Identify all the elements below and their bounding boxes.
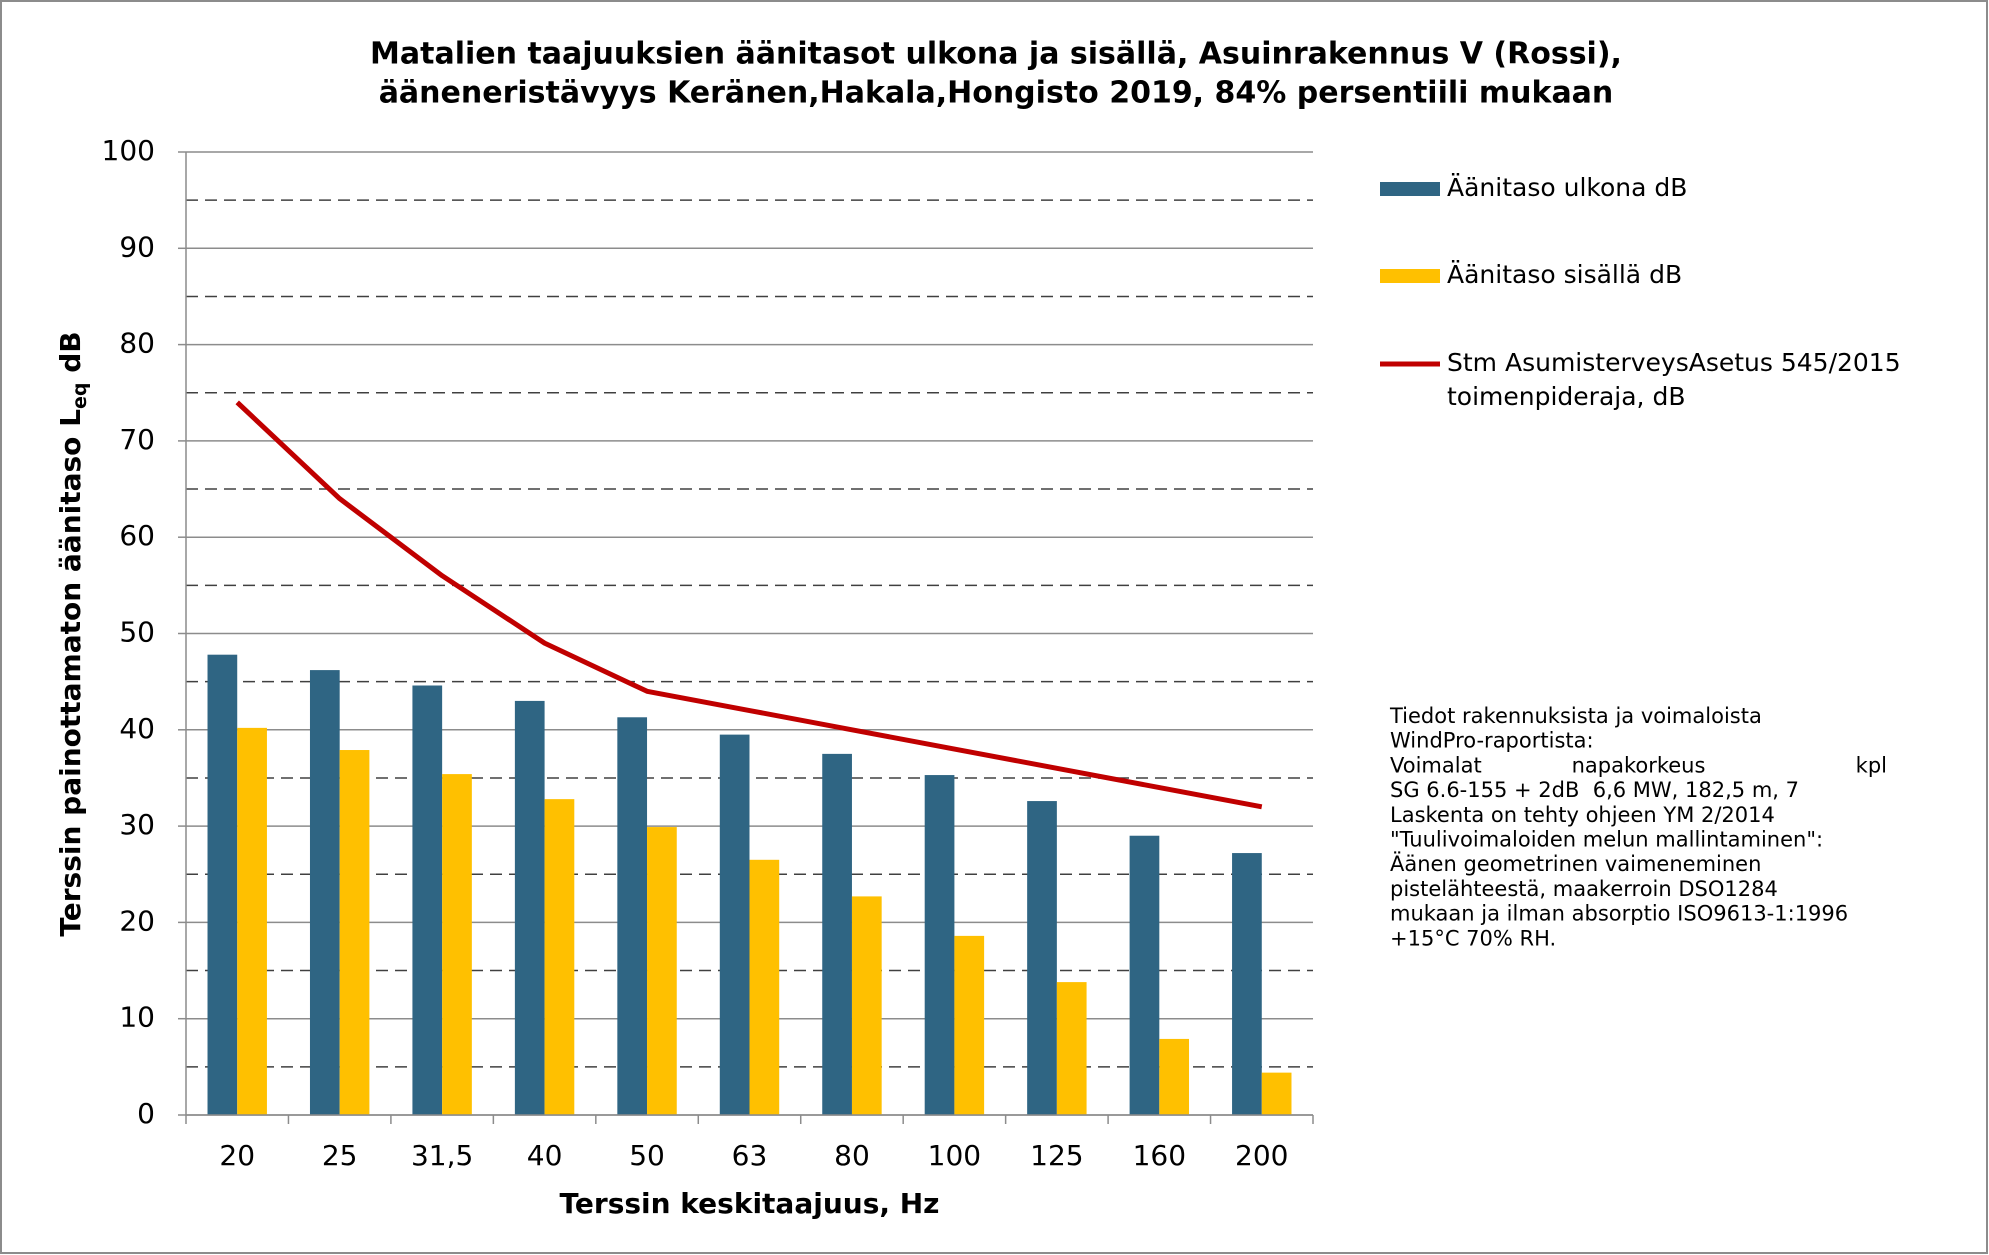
annotation-text: kpl	[1856, 753, 1887, 777]
x-tick-label: 20	[219, 1139, 255, 1172]
x-axis-label: Terssin keskitaajuus, Hz	[560, 1187, 940, 1220]
bar	[1159, 1038, 1190, 1115]
bar	[1129, 835, 1160, 1115]
x-tick-label: 125	[1030, 1139, 1083, 1172]
x-tick-label: 200	[1235, 1139, 1288, 1172]
y-tick-label: 60	[119, 519, 155, 552]
annotation-text: WindPro-raportista:	[1390, 729, 1594, 753]
bar	[207, 654, 238, 1115]
annotation-text: Laskenta on tehty ohjeen YM 2/2014	[1390, 803, 1775, 827]
annotation-text: napakorkeus	[1572, 753, 1706, 777]
bar	[514, 700, 545, 1115]
legend-label: Äänitaso ulkona dB	[1447, 173, 1687, 202]
x-tick-label: 50	[629, 1139, 665, 1172]
bar	[647, 827, 677, 1115]
y-axis-label-unit: dB	[54, 331, 87, 382]
annotation-text: mukaan ja ilman absorptio ISO9613-1:1996	[1390, 902, 1848, 926]
bar	[822, 753, 852, 1115]
bar	[1261, 1072, 1292, 1115]
bar	[1232, 853, 1262, 1115]
y-tick-label: 100	[102, 134, 155, 167]
y-tick-label: 90	[119, 230, 155, 263]
y-tick-label: 50	[119, 616, 155, 649]
x-tick-label: 40	[527, 1139, 563, 1172]
y-tick-label: 40	[119, 712, 155, 745]
bar	[924, 775, 955, 1115]
legend-label: Stm AsumisterveysAsetus 545/2015	[1447, 348, 1901, 377]
x-tick-label: 100	[928, 1139, 981, 1172]
annotation-text: SG 6.6-155 + 2dB 6,6 MW, 182,5 m, 7	[1390, 778, 1799, 802]
y-tick-label: 10	[119, 1001, 155, 1034]
x-tick-label: 25	[322, 1139, 358, 1172]
legend-label: Äänitaso sisällä dB	[1447, 260, 1682, 289]
bar	[237, 727, 267, 1115]
x-tick-label: 31,5	[411, 1139, 473, 1172]
legend-swatch	[1380, 182, 1440, 196]
bar	[1027, 801, 1057, 1115]
annotation-text: Tiedot rakennuksista ja voimaloista	[1389, 704, 1762, 728]
y-tick-label: 70	[119, 423, 155, 456]
bar	[442, 774, 472, 1115]
y-tick-label: 20	[119, 904, 155, 937]
bar	[749, 859, 780, 1115]
bar	[309, 670, 340, 1115]
x-tick-label: 160	[1133, 1139, 1186, 1172]
bar	[544, 799, 575, 1115]
y-axis-label: Terssin painottamaton äänitaso Leq dB	[54, 331, 91, 936]
x-tick-label: 63	[732, 1139, 768, 1172]
bar	[412, 685, 443, 1115]
line	[235, 400, 1263, 810]
bar	[851, 896, 882, 1115]
y-tick-label: 80	[119, 327, 155, 360]
annotation-text: +15°C 70% RH.	[1390, 926, 1556, 950]
annotation-text: pistelähteestä, maakerroin DSO1284	[1390, 877, 1778, 901]
y-axis-label-text: Terssin painottamaton äänitaso L	[54, 409, 87, 937]
bar	[719, 734, 750, 1115]
bar	[954, 935, 985, 1115]
bar	[339, 750, 370, 1115]
x-tick-label: 80	[834, 1139, 870, 1172]
annotation-text: Äänen geometrinen vaimeneminen	[1390, 851, 1761, 876]
chart-title: Matalien taajuuksien äänitasot ulkona ja…	[370, 37, 1622, 72]
bar	[1056, 982, 1087, 1115]
annotation-text: Voimalat	[1390, 753, 1482, 777]
y-tick-label: 0	[137, 1097, 155, 1130]
bar	[617, 717, 648, 1115]
legend-label: toimenpideraja, dB	[1447, 382, 1685, 411]
annotation-text: "Tuulivoimaloiden melun mallintaminen":	[1390, 828, 1823, 852]
y-axis-label-sub: eq	[69, 383, 91, 410]
legend-swatch	[1380, 269, 1440, 283]
y-tick-label: 30	[119, 808, 155, 841]
chart-title: ääneneristävyys Keränen,Hakala,Hongisto …	[379, 76, 1614, 111]
